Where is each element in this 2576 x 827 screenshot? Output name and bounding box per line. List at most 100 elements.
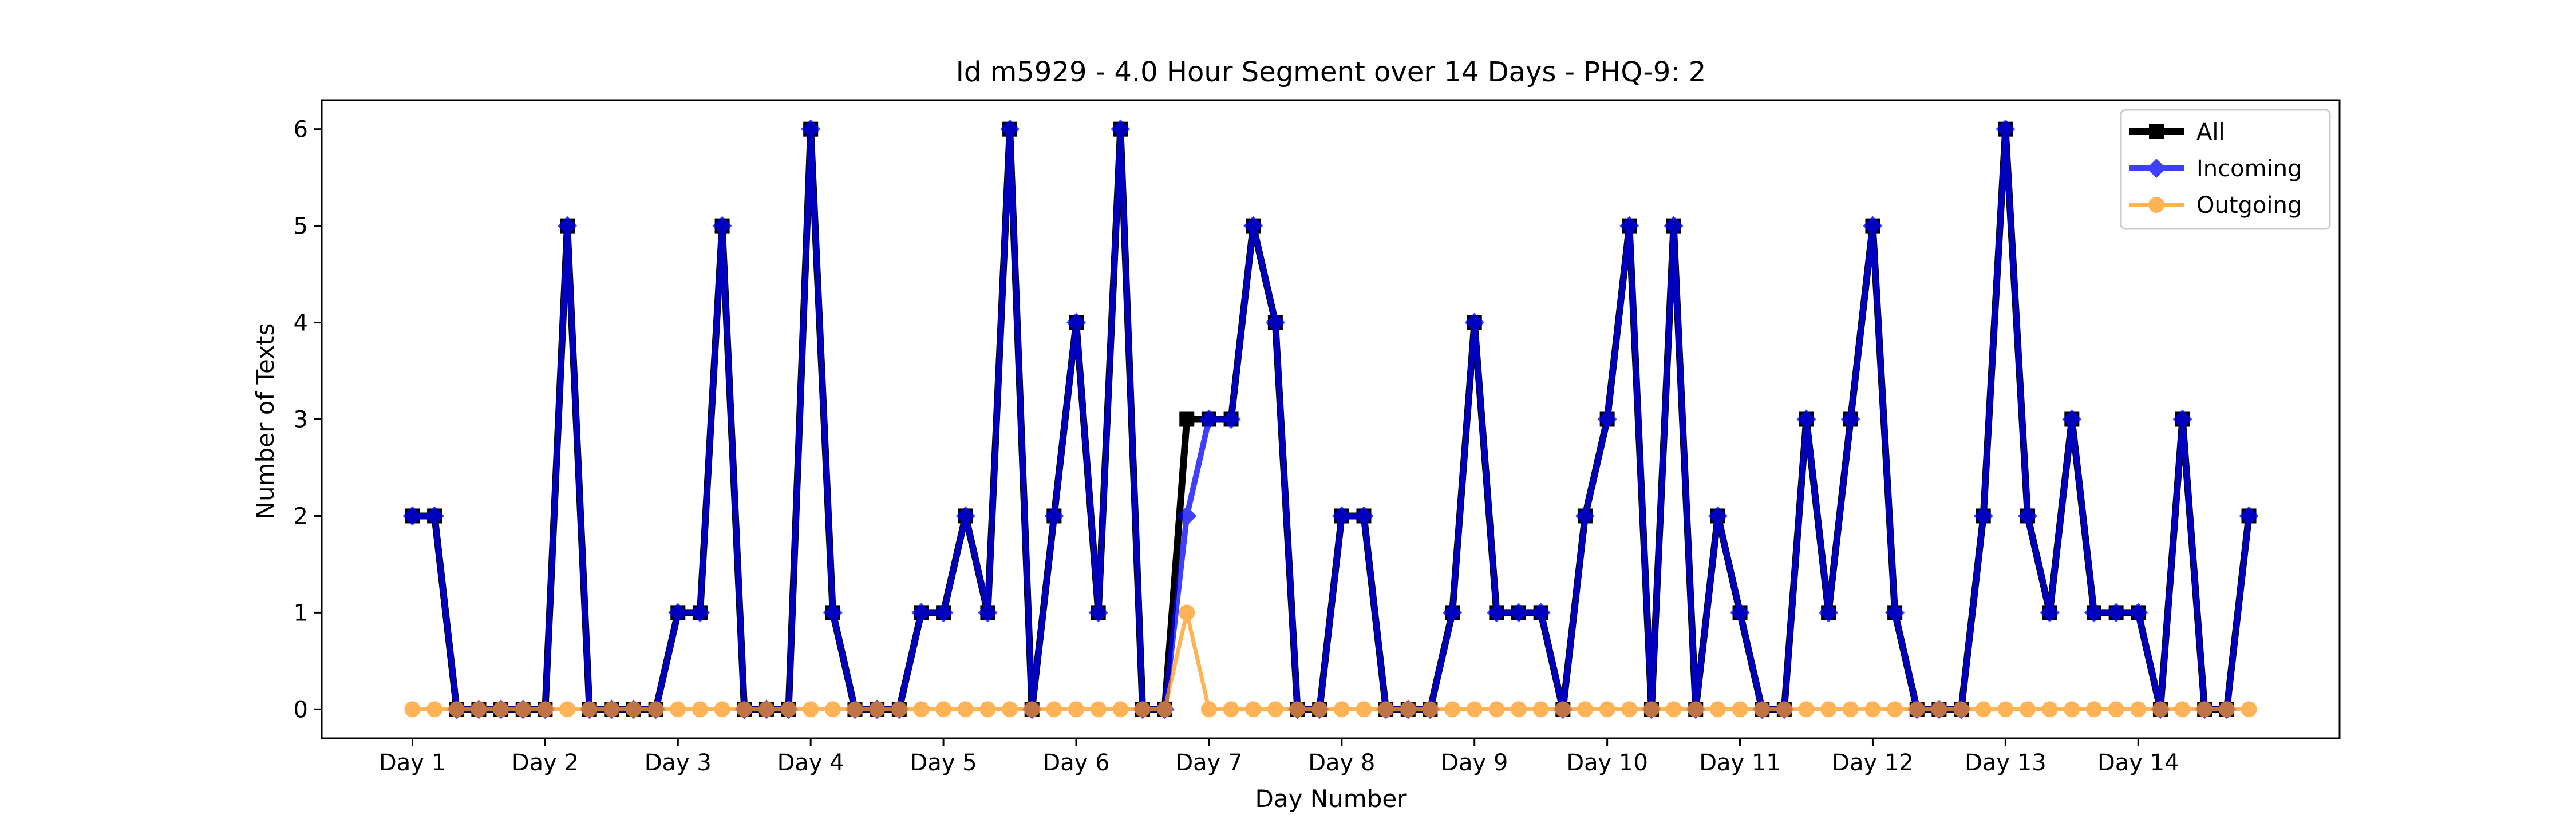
data-point-outgoing	[1466, 701, 1483, 718]
data-point-outgoing	[1798, 701, 1815, 718]
data-point-outgoing	[1887, 701, 1903, 718]
data-point-incoming	[1664, 216, 1684, 236]
x-tick-label: Day 6	[1042, 750, 1109, 776]
x-tick-label: Day 10	[1566, 750, 1648, 776]
data-point-incoming	[1199, 409, 1219, 429]
data-point-incoming	[1332, 506, 1352, 526]
data-point-outgoing	[1643, 701, 1660, 718]
data-point-incoming	[801, 119, 821, 139]
data-point-outgoing	[2041, 701, 2058, 718]
data-point-outgoing	[1289, 701, 1306, 718]
plot-frame	[321, 99, 2341, 739]
data-point-incoming	[558, 216, 578, 236]
x-tick-label: Day 2	[512, 750, 579, 776]
data-point-outgoing	[603, 701, 620, 718]
data-point-outgoing	[957, 701, 974, 718]
data-point-incoming	[911, 603, 931, 623]
data-point-outgoing	[1621, 701, 1638, 718]
data-point-outgoing	[2085, 701, 2102, 718]
data-point-incoming	[2084, 603, 2104, 623]
data-point-incoming	[1509, 603, 1529, 623]
data-point-outgoing	[1267, 701, 1283, 718]
data-point-outgoing	[1002, 701, 1018, 718]
data-point-incoming	[2128, 603, 2148, 623]
data-point-incoming	[690, 603, 710, 623]
data-point-incoming	[2018, 506, 2038, 526]
data-point-incoming	[1265, 312, 1285, 333]
series-outgoing	[404, 604, 2257, 718]
legend-box	[2120, 109, 2331, 230]
data-point-incoming	[1619, 216, 1639, 236]
data-point-outgoing	[1842, 701, 1859, 718]
data-point-incoming	[1487, 603, 1507, 623]
data-point-outgoing	[979, 701, 996, 718]
data-point-outgoing	[1156, 701, 1173, 718]
data-point-outgoing	[1754, 701, 1771, 718]
x-tick-label: Day 11	[1699, 750, 1781, 776]
data-point-incoming	[2106, 603, 2126, 623]
legend-swatch-incoming	[2129, 159, 2184, 178]
data-point-outgoing	[1356, 701, 1372, 718]
x-tick-label: Day 3	[645, 750, 712, 776]
data-point-incoming	[402, 506, 422, 526]
data-point-incoming	[1575, 506, 1595, 526]
data-point-incoming	[712, 216, 732, 236]
data-point-outgoing	[1400, 701, 1416, 718]
data-point-incoming	[1177, 506, 1197, 526]
y-tick-label: 3	[294, 407, 308, 433]
data-point-outgoing	[1997, 701, 2014, 718]
data-point-outgoing	[625, 701, 642, 718]
data-point-outgoing	[1200, 701, 1217, 718]
legend-marker-outgoing	[2148, 197, 2164, 213]
data-point-outgoing	[559, 701, 576, 718]
data-point-outgoing	[2241, 701, 2257, 718]
data-point-incoming	[1840, 409, 1860, 429]
data-point-outgoing	[2108, 701, 2124, 718]
data-point-outgoing	[913, 701, 930, 718]
y-tick-label: 1	[294, 600, 308, 626]
x-tick-label: Day 13	[1965, 750, 2046, 776]
data-point-outgoing	[537, 701, 554, 718]
data-point-outgoing	[515, 701, 531, 718]
data-point-outgoing	[847, 701, 863, 718]
axis-ticks: 0 1 2 3 4 5 6 Day 1 Day 2 Day 3 Day 4 Day 5 Day 6 Day…	[294, 117, 2179, 776]
chart-title: Id m5929 - 4.0 Hour Segment over 14 Days…	[956, 56, 1706, 88]
x-tick-label: Day 9	[1441, 750, 1508, 776]
data-point-outgoing	[448, 701, 465, 718]
x-tick-label: Day 12	[1832, 750, 1914, 776]
data-point-outgoing	[869, 701, 886, 718]
legend-label-incoming: Incoming	[2196, 156, 2302, 182]
data-point-outgoing	[1776, 701, 1792, 718]
data-point-outgoing	[935, 701, 952, 718]
data-point-outgoing	[2196, 701, 2213, 718]
x-tick-label: Day 1	[379, 750, 446, 776]
data-point-outgoing	[647, 701, 664, 718]
data-point-outgoing	[1953, 701, 1970, 718]
series-layer	[402, 119, 2259, 719]
data-point-outgoing	[1422, 701, 1439, 718]
data-point-incoming	[1354, 506, 1374, 526]
data-point-outgoing	[1577, 701, 1593, 718]
data-point-outgoing	[1223, 701, 1239, 718]
data-point-incoming	[1044, 506, 1064, 526]
data-point-outgoing	[1179, 604, 1195, 621]
y-tick-label: 2	[294, 503, 308, 529]
data-point-outgoing	[2130, 701, 2147, 718]
data-point-outgoing	[1378, 701, 1394, 718]
data-point-incoming	[425, 506, 445, 526]
legend-marker-incoming	[2147, 159, 2166, 178]
data-point-incoming	[2239, 506, 2259, 526]
data-point-outgoing	[1864, 701, 1881, 718]
data-point-outgoing	[1488, 701, 1505, 718]
data-point-outgoing	[1555, 701, 1571, 718]
data-point-outgoing	[714, 701, 730, 718]
legend-swatch-all	[2129, 124, 2184, 139]
x-tick-label: Day 7	[1175, 750, 1242, 776]
data-point-outgoing	[2218, 701, 2235, 718]
legend: All Incoming Outgoing	[2120, 109, 2331, 230]
data-point-outgoing	[1688, 701, 1704, 718]
legend-marker-all	[2149, 124, 2164, 139]
data-point-outgoing	[1068, 701, 1085, 718]
